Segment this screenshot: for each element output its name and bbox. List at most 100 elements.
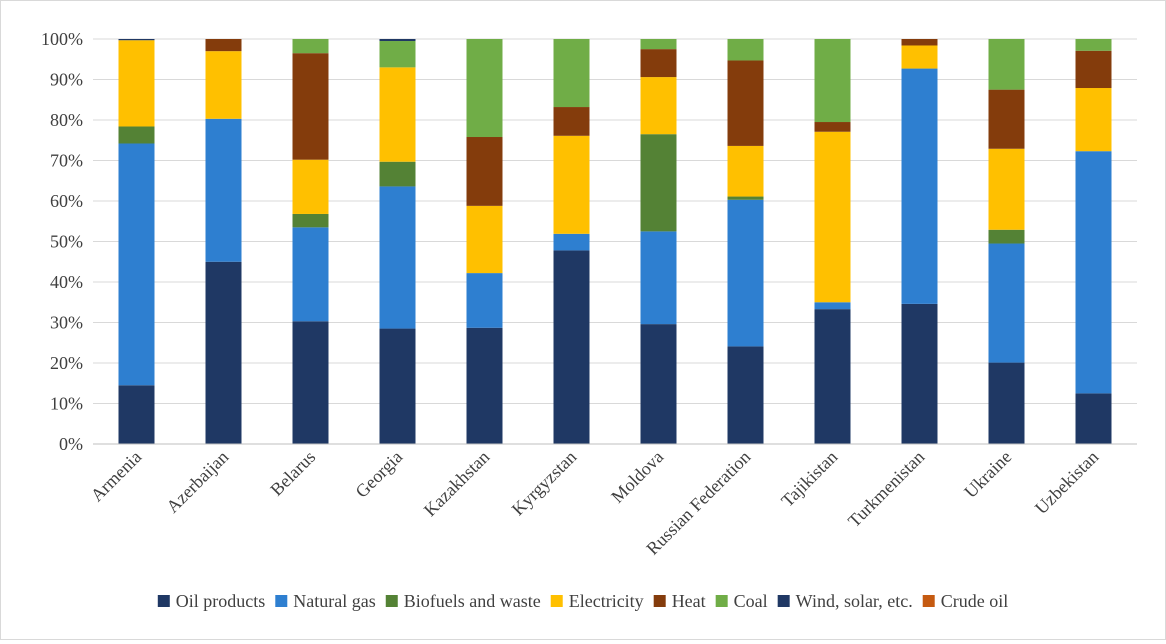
x-tick-label: Armenia xyxy=(87,447,146,506)
legend-swatch xyxy=(157,595,170,607)
bar-segment xyxy=(553,107,590,136)
legend-label: Coal xyxy=(734,591,768,611)
bar-segment xyxy=(901,45,938,69)
bar-segment xyxy=(640,39,677,50)
bar-segment xyxy=(727,39,764,61)
legend-item: Oil products xyxy=(157,591,266,611)
bar-segment xyxy=(553,250,590,444)
bar-segment xyxy=(988,362,1025,444)
bar-segment xyxy=(727,199,764,347)
legend-label: Biofuels and waste xyxy=(404,591,541,611)
legend-swatch xyxy=(653,595,666,607)
legend-item: Coal xyxy=(715,591,768,611)
bars xyxy=(118,39,1112,444)
bar-segment xyxy=(292,39,329,54)
y-tick-label: 100% xyxy=(41,29,83,49)
bar-segment xyxy=(1075,393,1112,444)
y-tick-label: 20% xyxy=(50,353,83,373)
y-tick-label: 90% xyxy=(50,70,83,90)
bar-segment xyxy=(988,229,1025,244)
bar-segment xyxy=(814,122,851,132)
x-tick-label: Ukraine xyxy=(960,447,1015,502)
legend: Oil products Natural gas Biofuels and wast… xyxy=(157,591,1009,611)
bar-segment xyxy=(727,346,764,444)
x-tick-label: Georgia xyxy=(351,447,406,502)
legend-label: Heat xyxy=(672,591,706,611)
y-axis: 0% 10% 20% 30% 40% 50% 60% 70% 80% 90% 100% xyxy=(41,29,83,454)
bar-segment xyxy=(118,40,155,127)
y-tick-label: 30% xyxy=(50,313,83,333)
legend-swatch xyxy=(715,595,728,607)
legend-label: Oil products xyxy=(176,591,266,611)
bar-segment xyxy=(640,324,677,444)
legend-item: Biofuels and waste xyxy=(385,591,541,611)
bar-segment xyxy=(640,49,677,78)
bar-segment xyxy=(553,39,590,108)
legend-label: Crude oil xyxy=(941,591,1009,611)
bar-segment xyxy=(1075,39,1112,51)
bar-segment xyxy=(988,39,1025,90)
legend-item: Wind, solar, etc. xyxy=(777,591,913,611)
bar-segment xyxy=(118,385,155,444)
y-tick-label: 0% xyxy=(59,434,83,454)
bar-segment xyxy=(379,41,416,68)
bar-segment xyxy=(292,53,329,160)
legend-label: Electricity xyxy=(569,591,644,611)
bar-segment xyxy=(466,137,503,206)
bar-segment xyxy=(727,196,764,200)
bar-segment xyxy=(379,67,416,162)
y-tick-label: 70% xyxy=(50,151,83,171)
bar-segment xyxy=(1075,50,1112,89)
legend-swatch xyxy=(550,595,563,607)
bar-segment xyxy=(379,161,416,187)
bar-segment xyxy=(988,89,1025,149)
x-tick-label: Kazakhstan xyxy=(420,447,494,521)
x-tick-label: Azerbaijan xyxy=(162,447,232,517)
x-tick-label: Uzbekistan xyxy=(1031,447,1102,518)
bar-segment xyxy=(553,233,590,251)
bar-segment xyxy=(292,213,329,228)
bar-segment xyxy=(640,231,677,325)
bar-segment xyxy=(379,186,416,329)
bar-segment xyxy=(466,205,503,274)
bar-segment xyxy=(205,39,242,52)
x-tick-label: Kyrgyzstan xyxy=(508,447,581,520)
y-tick-label: 50% xyxy=(50,232,83,252)
legend-label: Wind, solar, etc. xyxy=(796,591,913,611)
bar-segment xyxy=(814,302,851,310)
bar-segment xyxy=(205,51,242,119)
bar-segment xyxy=(466,327,503,444)
x-tick-label: Belarus xyxy=(266,447,319,500)
bar-segment xyxy=(292,321,329,444)
bar-segment xyxy=(814,131,851,303)
legend-item: Electricity xyxy=(550,591,644,611)
bar-segment xyxy=(205,118,242,262)
bar-segment xyxy=(1075,151,1112,394)
legend-swatch xyxy=(777,595,790,607)
bar-segment xyxy=(901,39,938,46)
bar-segment xyxy=(640,77,677,135)
legend-swatch xyxy=(275,595,288,607)
bar-segment xyxy=(466,39,503,138)
legend-item: Crude oil xyxy=(922,591,1009,611)
x-tick-label: Moldova xyxy=(607,447,667,507)
bar-segment xyxy=(814,309,851,444)
x-tick-label: Tajikistan xyxy=(777,447,841,511)
bar-segment xyxy=(988,243,1025,363)
x-axis: Armenia Azerbaijan Belarus Georgia Kazakhsta… xyxy=(87,443,1137,559)
bar-segment xyxy=(292,159,329,214)
legend-label: Natural gas xyxy=(293,591,375,611)
y-tick-label: 40% xyxy=(50,272,83,292)
bar-segment xyxy=(640,134,677,232)
bar-segment xyxy=(901,68,938,304)
bar-segment xyxy=(118,126,155,144)
bar-segment xyxy=(118,143,155,386)
legend-item: Heat xyxy=(653,591,706,611)
y-tick-label: 10% xyxy=(50,394,83,414)
bar-segment xyxy=(118,39,155,41)
legend-swatch xyxy=(385,595,398,607)
y-tick-label: 80% xyxy=(50,110,83,130)
bar-segment xyxy=(727,60,764,146)
